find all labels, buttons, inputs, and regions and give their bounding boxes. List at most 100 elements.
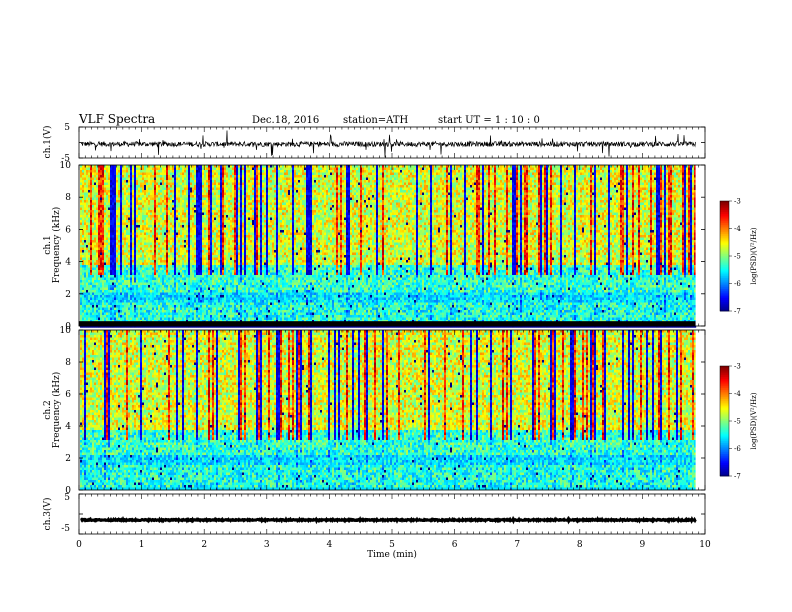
spectrogram-cell [168, 173, 170, 176]
spectrogram-cell [126, 218, 128, 221]
spectrogram-cell [100, 228, 102, 231]
spectrogram-cell [162, 268, 164, 271]
spectrogram-cell [188, 255, 190, 258]
spectrogram-cell [184, 293, 186, 296]
spectrogram-cell [148, 280, 150, 283]
spectrogram-cell [128, 168, 130, 171]
spectrogram-cell [160, 213, 162, 216]
spectrogram-cell [146, 295, 148, 298]
spectrogram-cell [172, 238, 174, 241]
spectrogram-cell [104, 190, 106, 193]
spectrogram-cell [148, 210, 150, 213]
spectrogram-cell [100, 190, 102, 193]
spectrogram-cell [96, 198, 98, 201]
spectrogram-cell [186, 220, 188, 223]
spectrogram-cell [170, 178, 172, 181]
spectrogram-cell [106, 233, 108, 236]
spectrogram-cell [156, 235, 158, 238]
spectrogram-cell [186, 228, 188, 231]
spectrogram-cell [160, 178, 162, 181]
spectrogram-cell [148, 178, 150, 181]
spectrogram-cell [186, 215, 188, 218]
spectrogram-cell [196, 275, 198, 278]
spectrogram-cell [208, 300, 210, 303]
spectrogram-cell [100, 275, 102, 278]
spectrogram-cell [196, 225, 198, 228]
spectrogram-cell [112, 245, 114, 248]
spectrogram-cell [158, 243, 160, 246]
spectrogram-cell [120, 180, 122, 183]
spectrogram-cell [200, 193, 202, 196]
spectrogram-cell [150, 295, 152, 298]
spectrogram-cell [108, 265, 110, 268]
spectrogram-cell [206, 310, 208, 313]
spectrogram-cell [146, 290, 148, 293]
spectrogram-cell [136, 305, 138, 308]
spectrogram-cell [210, 205, 212, 208]
spectrogram-cell [188, 278, 190, 281]
spectrogram-cell [180, 198, 182, 201]
spectrogram-cell [148, 213, 150, 216]
spectrogram-cell [178, 285, 180, 288]
spectrogram-cell [164, 235, 166, 238]
spectrogram-cell [114, 300, 116, 303]
spectrogram-cell [98, 195, 100, 198]
spectrogram-cell [104, 313, 106, 316]
spectrogram-cell [118, 263, 120, 266]
spectrogram-cell [96, 183, 98, 186]
spectrogram-cell [158, 210, 160, 213]
spectrogram-cell [106, 253, 108, 256]
spectrogram-cell [192, 195, 194, 198]
spectrogram-cell [86, 248, 88, 251]
spectrogram-cell [216, 175, 218, 178]
spectrogram-cell [104, 270, 106, 273]
spectrogram-cell [218, 173, 220, 176]
spectrogram-cell [180, 265, 182, 268]
spectrogram-cell [96, 223, 98, 226]
spectrogram-cell [206, 240, 208, 243]
spectrogram-cell [110, 175, 112, 178]
spectrogram-cell [184, 228, 186, 231]
spectrogram-cell [212, 283, 214, 286]
spectrogram-cell [152, 230, 154, 233]
spectrogram-cell [180, 168, 182, 171]
spectrogram-cell [216, 313, 218, 316]
spectrogram-cell [188, 313, 190, 316]
spectrogram-cell [196, 303, 198, 306]
spectrogram-cell [218, 228, 220, 231]
spectrogram-cell [178, 298, 180, 301]
spectrogram-cell [130, 198, 132, 201]
spectrogram-cell [116, 168, 118, 171]
spectrogram-cell [94, 260, 96, 263]
spectrogram-cell [118, 180, 120, 183]
spectrogram-cell [104, 218, 106, 221]
spectrogram-cell [216, 308, 218, 311]
spectrogram-cell [144, 193, 146, 196]
spectrogram-cell [200, 248, 202, 251]
ch1-wave-ylabel: ch.1(V) [42, 126, 53, 159]
spectrogram-cell [142, 265, 144, 268]
spectrogram-cell [164, 258, 166, 261]
spectrogram-cell [150, 313, 152, 316]
spectrogram-cell [130, 273, 132, 276]
spectrogram-cell [190, 315, 192, 318]
spectrogram-cell [148, 260, 150, 263]
spectrogram-cell [172, 215, 174, 218]
spectrogram-cell [150, 203, 152, 206]
spectrogram-cell [194, 288, 196, 291]
spectrogram-cell [120, 178, 122, 181]
spectrogram-cell [200, 243, 202, 246]
spectrogram-cell [198, 238, 200, 241]
spectrogram-cell [160, 243, 162, 246]
spectrogram-cell [128, 190, 130, 193]
spectrogram-cell [144, 265, 146, 268]
spectrogram-cell [218, 193, 220, 196]
spectrogram-cell [108, 210, 110, 213]
spectrogram-cell [86, 175, 88, 178]
spectrogram-cell [146, 313, 148, 316]
spectrogram-cell [100, 178, 102, 181]
spectrogram-cell [168, 235, 170, 238]
spectrogram-cell [106, 225, 108, 228]
spectrogram-cell [182, 195, 184, 198]
spectrogram-cell [214, 250, 216, 253]
